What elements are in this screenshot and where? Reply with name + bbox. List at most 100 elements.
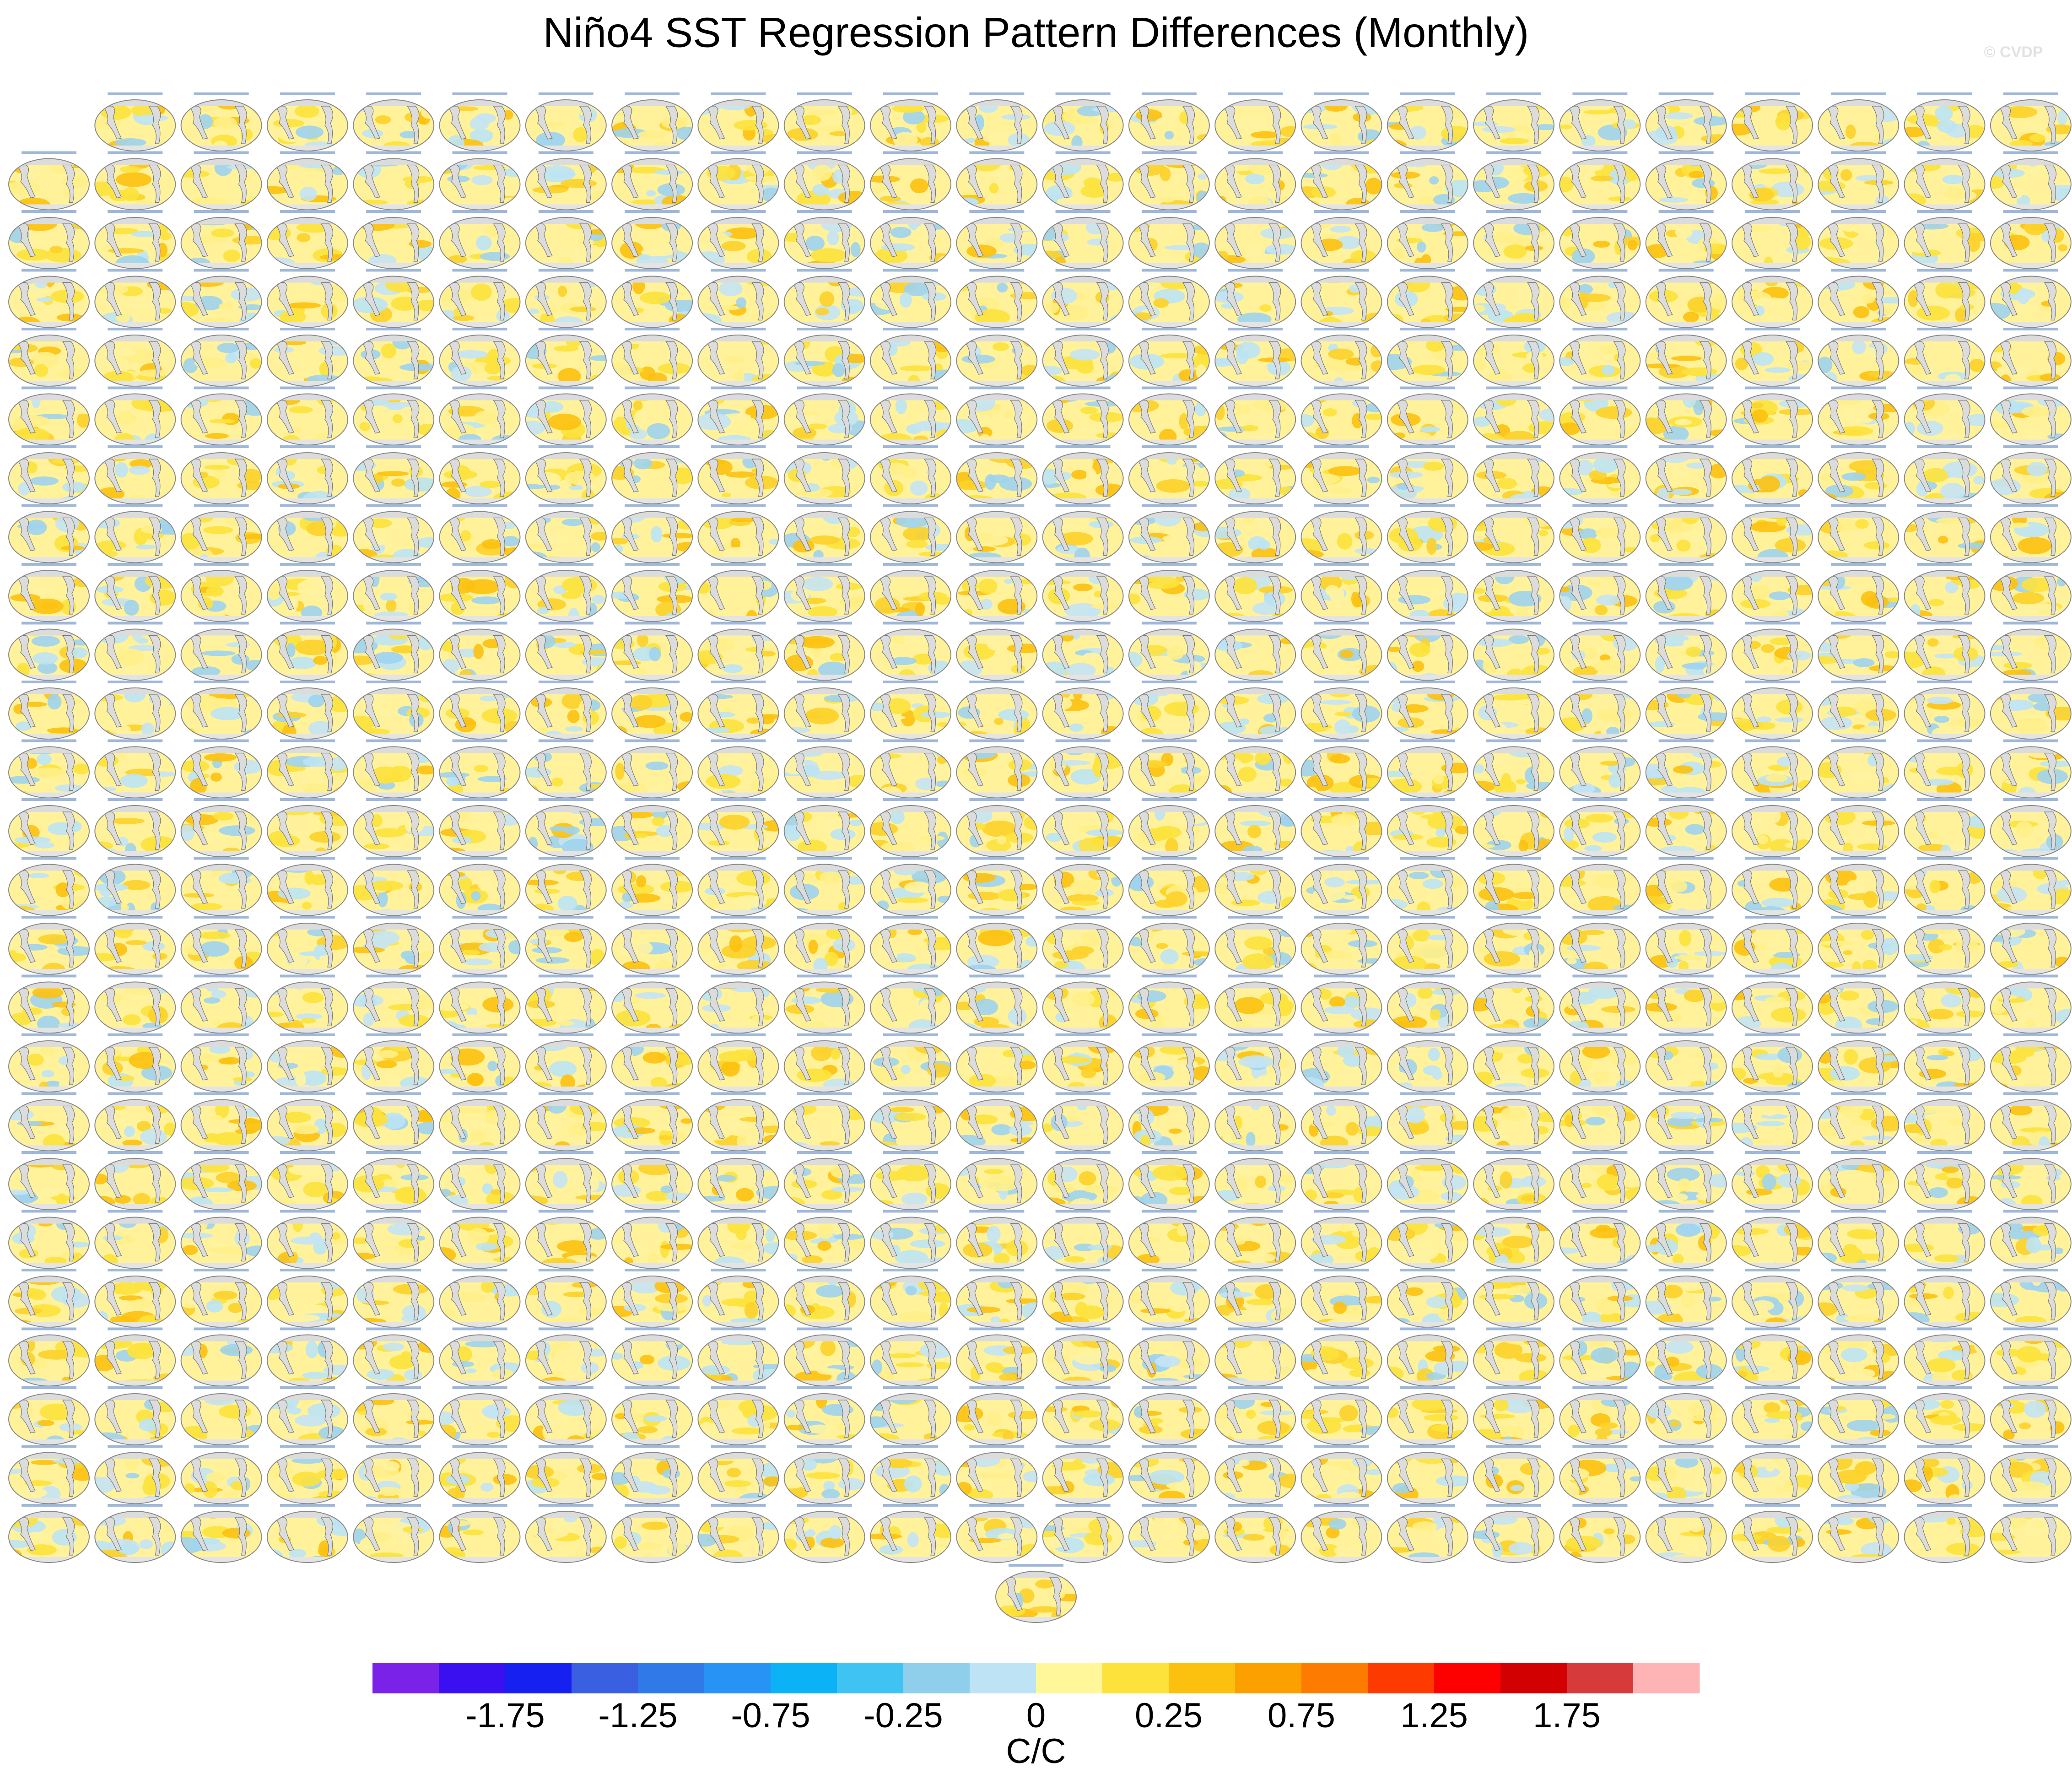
globe-outline (1042, 276, 1124, 328)
map-field (9, 511, 89, 563)
land-americas (579, 164, 592, 203)
map-field (870, 688, 951, 739)
map-panel (94, 445, 176, 504)
panel-caption (1400, 92, 1455, 95)
globe-outline (697, 158, 779, 211)
land-americas (1872, 341, 1884, 379)
globe-outline (525, 276, 607, 328)
sst-blob (1759, 168, 1792, 174)
land-americas (1354, 223, 1367, 262)
panel-caption (1745, 210, 1800, 213)
panel-caption (1141, 445, 1197, 448)
sst-blob (1387, 314, 1404, 328)
map-field (267, 511, 348, 563)
map-panel (783, 386, 865, 446)
globe-outline (611, 217, 693, 269)
map-panel (1214, 92, 1296, 151)
sst-blob (734, 369, 745, 384)
map-panel (697, 622, 779, 681)
map-field (1732, 688, 1813, 739)
sst-blob (1685, 646, 1702, 657)
sst-blob (1732, 124, 1753, 136)
globe-outline (1559, 217, 1641, 269)
sst-blob (1259, 304, 1272, 312)
globe-outline (956, 99, 1038, 151)
map-field (1904, 158, 1985, 210)
sst-blob (1674, 462, 1688, 479)
land-americas (1958, 282, 1970, 321)
sst-blob (662, 533, 693, 539)
map-panel (1128, 739, 1210, 799)
sst-blob (1594, 660, 1624, 674)
panel-caption (22, 328, 76, 330)
land-americas (1441, 282, 1453, 321)
globe-outline (1990, 335, 2072, 387)
sst-blob (209, 419, 235, 424)
land-asia (361, 106, 381, 140)
map-panel (1042, 739, 1124, 799)
map-panel (525, 386, 607, 446)
panel-caption (1917, 328, 1972, 330)
panel-caption (2003, 445, 2058, 448)
sst-blob (1700, 134, 1727, 143)
land-asia (1481, 106, 1500, 140)
map-field (612, 394, 693, 445)
land-americas (234, 106, 247, 144)
map-field (1732, 629, 1813, 681)
panel-caption (1314, 563, 1369, 566)
map-panel (1300, 386, 1382, 446)
map-panel (870, 504, 951, 563)
sst-blob (30, 598, 64, 614)
map-panel (439, 681, 521, 740)
globe-outline (1300, 276, 1382, 328)
land-americas (407, 282, 420, 321)
map-field (525, 335, 606, 386)
panel-caption (1314, 622, 1369, 625)
sst-blob (1166, 139, 1196, 144)
map-panel (783, 445, 865, 504)
map-field (698, 629, 779, 681)
sst-blob (473, 643, 484, 660)
sst-blob (1622, 688, 1637, 699)
sst-blob (1183, 426, 1209, 438)
land-asia (103, 282, 122, 316)
panel-caption (711, 151, 766, 154)
sst-blob (853, 789, 863, 795)
map-field (1473, 511, 1554, 563)
sst-blob (1676, 539, 1691, 552)
map-panel (1904, 445, 1986, 504)
sst-blob (2007, 281, 2019, 295)
land-asia (1136, 164, 1156, 199)
map-panel (783, 504, 865, 563)
panel-caption (1055, 622, 1111, 625)
land-asia (1395, 341, 1414, 375)
sst-blob (33, 364, 49, 377)
sst-blob (1776, 699, 1803, 715)
sst-blob (1344, 584, 1373, 593)
map-field (95, 276, 176, 328)
map-panel (8, 504, 90, 563)
map-panel (1990, 151, 2072, 211)
map-panel (611, 386, 693, 446)
sst-blob (956, 480, 987, 491)
map-panel (870, 563, 951, 622)
panel-caption (625, 386, 680, 389)
map-field (1818, 688, 1899, 739)
map-field (1042, 688, 1123, 739)
land-americas (1699, 282, 1712, 321)
land-americas (579, 223, 592, 262)
map-panel (870, 622, 951, 681)
sst-blob (724, 227, 761, 239)
map-panel (94, 151, 176, 211)
sst-blob (1849, 246, 1863, 252)
sst-blob (504, 572, 520, 589)
sst-blob (1855, 175, 1882, 182)
sst-blob (994, 718, 1004, 725)
globe-outline (1990, 99, 2072, 151)
land-americas (1785, 106, 1798, 144)
map-panel (1214, 622, 1296, 681)
map-field (1128, 746, 1209, 798)
map-panel (353, 386, 435, 446)
sst-blob (157, 497, 176, 503)
sst-blob (1507, 193, 1540, 204)
